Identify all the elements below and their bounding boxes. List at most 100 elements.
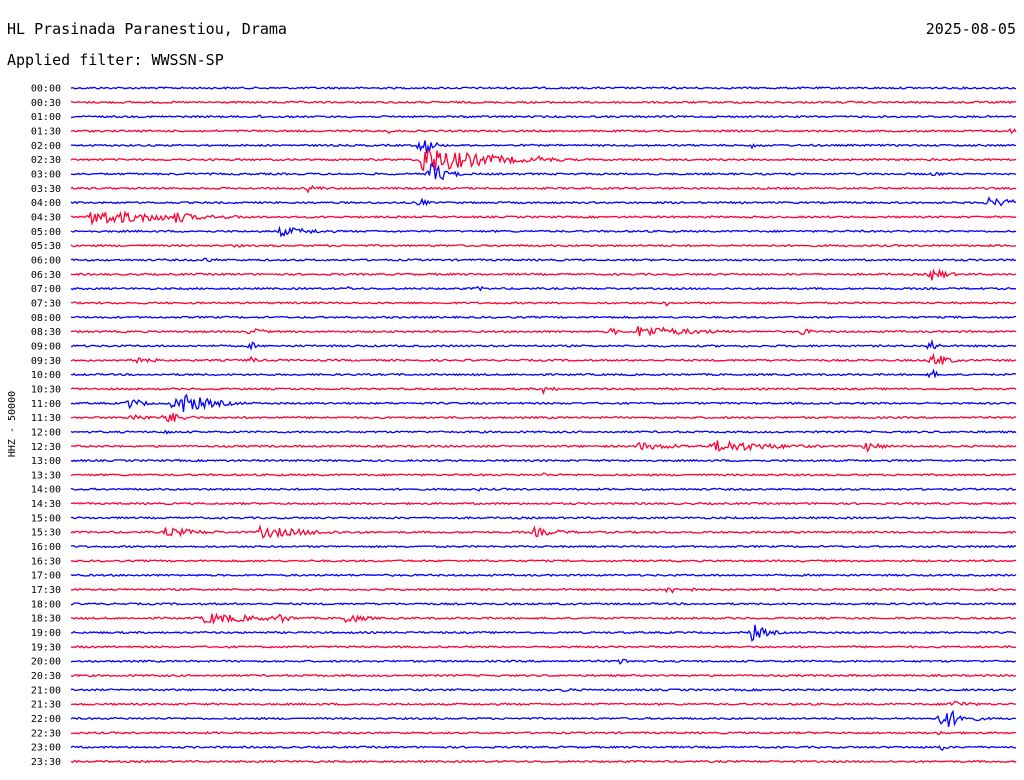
trace-1730 [70,587,1017,594]
trace-0200 [70,140,1017,154]
trace-2230 [70,730,1017,736]
trace-0600 [70,257,1017,263]
trace-0230 [70,148,1017,172]
time-label-0430: 04:30 [31,213,61,224]
channel-axis-label: HHZ - 50000 [7,391,18,457]
time-label-0000: 00:00 [31,84,61,95]
trace-2200 [70,709,1017,727]
time-label-1030: 10:30 [31,384,61,395]
trace-0530 [70,243,1017,248]
time-label-0100: 01:00 [31,112,61,123]
trace-0630 [70,267,1017,281]
time-label-1400: 14:00 [31,485,61,496]
trace-0130 [70,127,1017,135]
time-label-2130: 21:30 [31,700,61,711]
trace-1630 [70,559,1017,563]
trace-2030 [70,673,1017,678]
time-label-2200: 22:00 [31,714,61,725]
time-label-1100: 11:00 [31,399,61,410]
trace-1030 [70,386,1017,396]
trace-group [70,86,1017,764]
time-label-1200: 12:00 [31,427,61,438]
time-label-0400: 04:00 [31,198,61,209]
time-label-1230: 12:30 [31,442,61,453]
time-label-1530: 15:30 [31,528,61,539]
time-label-1830: 18:30 [31,614,61,625]
trace-1830 [70,612,1017,625]
time-label-1800: 18:00 [31,599,61,610]
trace-0100 [70,114,1017,119]
time-label-0830: 08:30 [31,327,61,338]
time-label-0730: 07:30 [31,298,61,309]
trace-0700 [70,285,1017,292]
time-label-1930: 19:30 [31,642,61,653]
trace-0930 [70,352,1017,365]
time-label-0130: 01:30 [31,127,61,138]
time-label-2030: 20:30 [31,671,61,682]
time-label-0900: 09:00 [31,341,61,352]
filter-prefix: Applied filter: [7,51,143,69]
time-label-1130: 11:30 [31,413,61,424]
trace-1800 [70,602,1017,606]
trace-2000 [70,658,1017,665]
time-label-1630: 16:30 [31,556,61,567]
time-label-0530: 05:30 [31,241,61,252]
time-label-1000: 10:00 [31,370,61,381]
time-label-0500: 05:00 [31,227,61,238]
trace-1500 [70,516,1017,520]
trace-1300 [70,458,1017,463]
time-label-1730: 17:30 [31,585,61,596]
trace-0430 [70,210,1017,227]
trace-0900 [70,338,1017,352]
time-label-2000: 20:00 [31,657,61,668]
trace-1100 [70,393,1017,413]
trace-1600 [70,544,1017,549]
time-label-0030: 00:30 [31,98,61,109]
time-label-1600: 16:00 [31,542,61,553]
time-label-0230: 02:30 [31,155,61,166]
trace-2100 [70,688,1017,692]
time-label-1430: 14:30 [31,499,61,510]
trace-2300 [70,745,1017,751]
trace-0030 [70,100,1017,105]
trace-0000 [70,86,1017,90]
trace-2130 [70,700,1017,707]
time-label-1330: 13:30 [31,470,61,481]
time-label-2100: 21:00 [31,685,61,696]
trace-1900 [70,624,1017,643]
trace-0800 [70,315,1017,320]
trace-0830 [70,326,1017,337]
trace-1400 [70,487,1017,492]
time-label-0600: 06:00 [31,256,61,267]
date-label: 2025-08-05 [925,20,1016,38]
trace-1330 [70,472,1017,477]
trace-0730 [70,301,1017,307]
time-label-1700: 17:00 [31,571,61,582]
trace-1230 [70,440,1017,453]
time-label-1300: 13:00 [31,456,61,467]
time-label-0800: 08:00 [31,313,61,324]
filter-label: Applied filter: WWSSN-SP [7,51,224,69]
trace-2330 [70,759,1017,764]
trace-1200 [70,429,1017,435]
trace-1930 [70,645,1017,649]
trace-0300 [70,163,1017,181]
time-label-2300: 23:00 [31,743,61,754]
time-label-0200: 02:00 [31,141,61,152]
time-label-0930: 09:30 [31,356,61,367]
station-title: HL Prasinada Paranestiou, Drama [7,20,287,38]
time-label-group: 00:00 00:30 01:00 01:30 02:00 02:30 03:00 03:30… [31,84,61,769]
trace-1000 [70,368,1017,379]
time-label-2330: 23:30 [31,757,61,768]
filter-name: WWSSN-SP [151,51,224,69]
trace-1530 [70,524,1017,540]
trace-0500 [70,225,1017,238]
time-label-0630: 06:30 [31,270,61,281]
time-label-2230: 22:30 [31,728,61,739]
time-label-0330: 03:30 [31,184,61,195]
time-label-0700: 07:00 [31,284,61,295]
trace-1700 [70,573,1017,578]
trace-0330 [70,184,1017,194]
trace-1130 [70,413,1017,423]
